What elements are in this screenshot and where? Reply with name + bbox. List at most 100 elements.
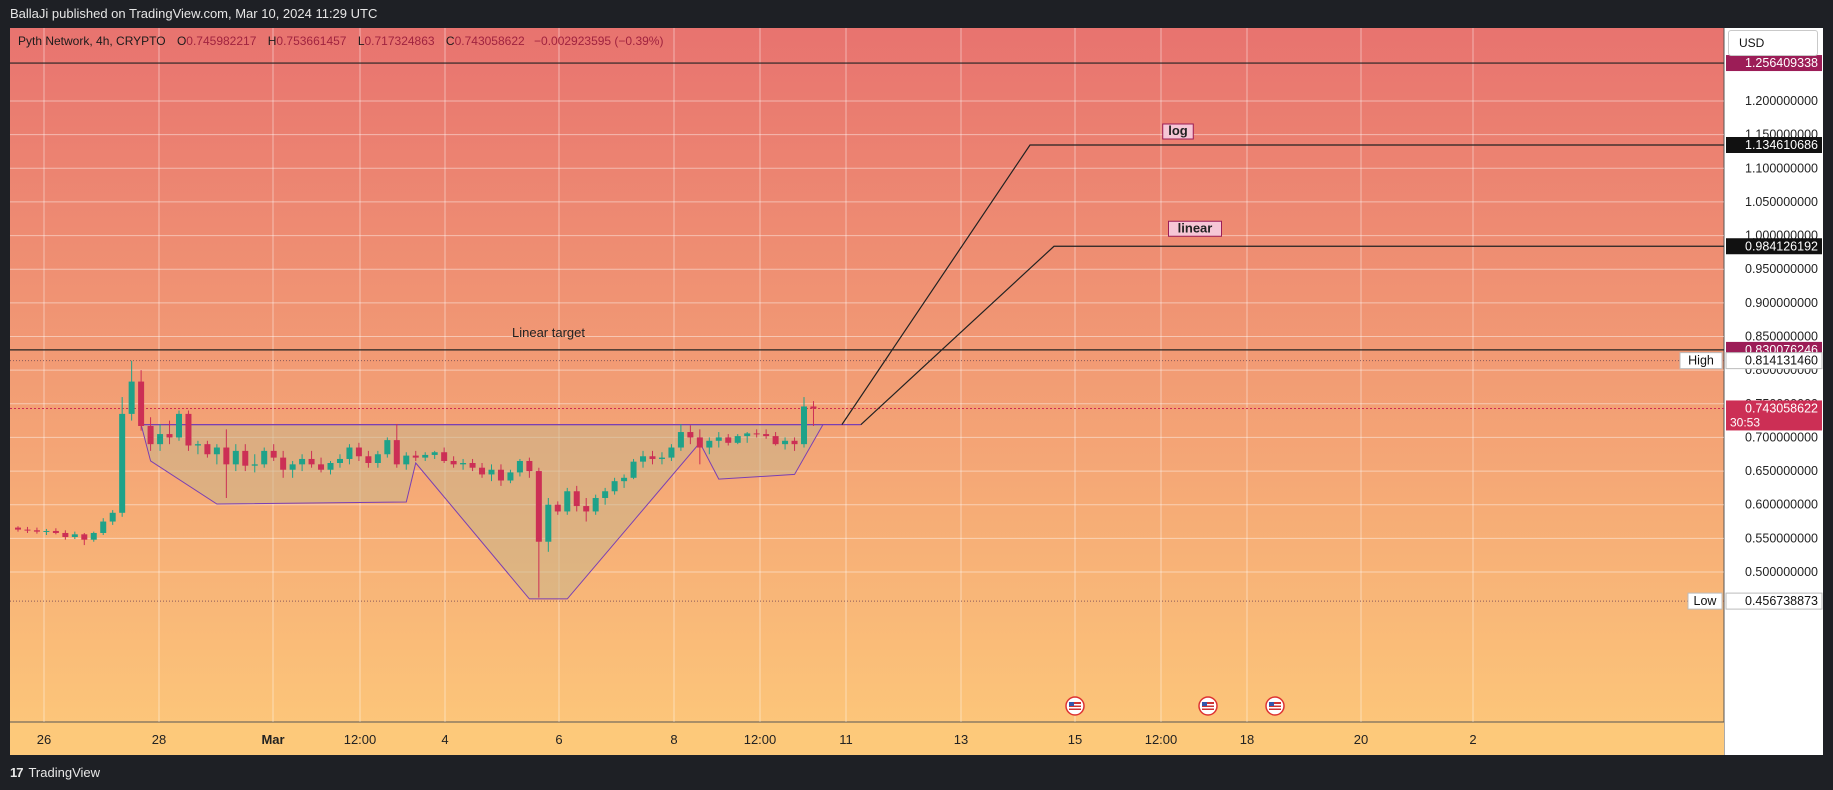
price-tag-text: Low — [1694, 594, 1718, 608]
candle-body — [43, 530, 50, 532]
candle-body — [441, 452, 448, 461]
symbol-name[interactable]: Pyth Network, 4h, CRYPTO — [18, 34, 166, 48]
candle-body — [100, 521, 107, 533]
footer: 17 TradingView — [0, 755, 1833, 790]
candle-body — [24, 529, 31, 531]
candle-body — [128, 381, 135, 414]
close-value: 0.743058622 — [454, 34, 525, 48]
candle-body — [365, 456, 372, 463]
price-label-value: 0.456738873 — [1745, 594, 1818, 608]
candle-body — [242, 450, 249, 466]
candle-body — [649, 456, 656, 459]
price-label-value: 0.984126192 — [1745, 239, 1818, 253]
candle-body — [119, 413, 126, 513]
target-tag-box — [1162, 123, 1194, 140]
candle-body — [545, 504, 552, 542]
candle-body — [223, 447, 230, 465]
candle-body — [213, 447, 220, 455]
candle-body — [715, 437, 722, 441]
chart-frame[interactable]: Linear target log linear 1.200000000 1.1500… — [10, 28, 1823, 755]
target-tag[interactable]: linear — [1168, 220, 1222, 237]
candle-body — [355, 447, 362, 457]
open-label: O — [176, 34, 187, 48]
target-tag[interactable]: log — [1162, 123, 1194, 140]
candle-body — [318, 464, 325, 470]
candle-body — [280, 457, 287, 470]
x-tick-label: 26 — [37, 732, 51, 747]
x-tick-label: 20 — [1354, 732, 1368, 747]
economic-events[interactable] — [1065, 696, 1285, 716]
us-flag-icon[interactable] — [1265, 696, 1285, 716]
us-flag-icon[interactable] — [1198, 696, 1218, 716]
x-tick-labels: 26 28 Mar 12:00 4 6 8 12:00 11 13 15 12:00 18 20 2 — [37, 732, 1477, 747]
footer-brand[interactable]: TradingView — [28, 765, 101, 780]
us-flag-icon[interactable] — [1065, 696, 1085, 716]
candle-body — [592, 497, 599, 512]
candle-body — [479, 467, 486, 475]
candle-body — [403, 455, 410, 465]
tradingview-logo-icon[interactable]: 17 — [10, 765, 24, 780]
candle-body — [194, 444, 201, 446]
candle-body — [251, 464, 258, 466]
candle-body — [33, 530, 40, 532]
price-tag-box — [1679, 352, 1723, 370]
x-tick-label: 2 — [1469, 732, 1476, 747]
candle-body — [791, 440, 798, 445]
candle-body — [526, 460, 533, 472]
price-label-value: 0.743058622 — [1745, 401, 1818, 415]
price-tag-box — [1687, 592, 1723, 610]
y-tick-label: 0.650000000 — [1745, 464, 1818, 478]
candle-body — [564, 491, 571, 512]
price-label-value: 1.256409338 — [1745, 56, 1818, 70]
y-tick-label: 0.850000000 — [1745, 330, 1818, 344]
candle-body — [412, 455, 419, 458]
x-tick-label: Mar — [261, 732, 284, 747]
candle-body — [261, 450, 268, 465]
y-tick-label: 1.100000000 — [1745, 161, 1818, 175]
x-tick-label: 4 — [441, 732, 448, 747]
cup-handle-pattern — [140, 424, 824, 600]
target-tag-text: linear — [1178, 220, 1213, 235]
candle-body — [753, 433, 760, 435]
currency-button[interactable]: USD — [1728, 30, 1818, 56]
time-axis[interactable] — [10, 722, 1724, 755]
price-label-box — [1726, 55, 1822, 72]
price-label-box — [1725, 352, 1823, 370]
candle-body — [640, 456, 647, 462]
candle-body — [801, 406, 808, 445]
candle-body — [734, 436, 741, 443]
x-tick-label: 12:00 — [1145, 732, 1178, 747]
candle-body — [327, 462, 334, 470]
candle-body — [782, 440, 789, 445]
price-label-box — [1726, 400, 1822, 431]
x-tick-label: 11 — [839, 732, 853, 747]
candle-body — [535, 471, 542, 542]
candle-body — [621, 477, 628, 482]
high-label: H — [267, 34, 277, 48]
candle-body — [725, 437, 732, 443]
linear-target-label: Linear target — [512, 325, 585, 340]
log-target-line — [841, 144, 1724, 425]
chart-canvas[interactable]: Linear target log linear 1.2000000001.1500… — [10, 28, 1823, 755]
drawings-layer: Linear target log linear — [10, 62, 1724, 602]
open-value: 0.745982217 — [186, 34, 257, 48]
high-value: 0.753661457 — [276, 34, 347, 48]
plot-background — [10, 28, 1724, 755]
candle-body — [687, 432, 694, 438]
candle-body — [772, 436, 779, 445]
candle-body — [583, 506, 590, 512]
candle-body — [658, 457, 665, 459]
candle-body — [763, 434, 770, 437]
y-tick-label: 0.950000000 — [1745, 262, 1818, 276]
candle-body — [204, 444, 211, 455]
candle-body — [71, 534, 78, 538]
candle-body — [232, 450, 239, 465]
x-tick-label: 6 — [555, 732, 562, 747]
target-tag-text: log — [1168, 123, 1188, 138]
publish-line: BallaJi published on TradingView.com, Ma… — [10, 6, 378, 21]
price-label-box — [1726, 238, 1822, 255]
close-label: C — [445, 34, 455, 48]
candle-body — [488, 469, 495, 475]
candle-body — [289, 464, 296, 470]
candle-body — [52, 530, 59, 533]
